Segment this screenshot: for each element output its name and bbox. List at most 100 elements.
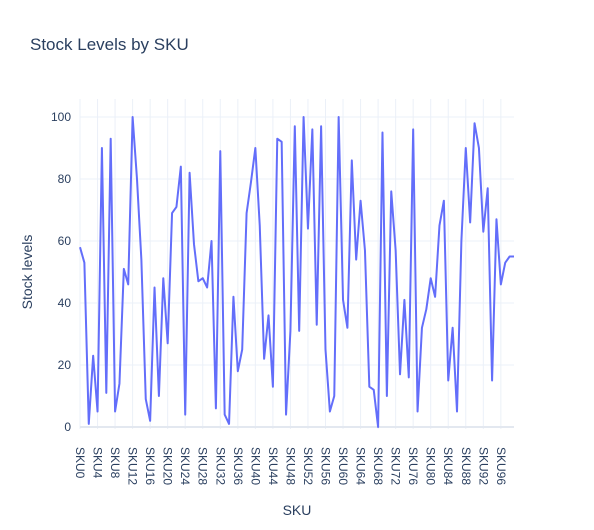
data-point — [354, 258, 358, 262]
data-point — [389, 189, 393, 193]
data-point — [91, 354, 95, 358]
data-point — [429, 276, 433, 280]
data-point — [139, 258, 143, 262]
data-point — [267, 313, 271, 317]
data-point — [188, 171, 192, 175]
data-point — [214, 406, 218, 410]
data-point — [170, 211, 174, 215]
data-point — [153, 286, 157, 290]
x-tick-label: SKU28 — [196, 447, 210, 485]
x-tick-label: SKU48 — [283, 447, 297, 485]
data-point — [459, 239, 463, 243]
y-tick-label: 100 — [51, 110, 71, 124]
data-point — [508, 255, 512, 259]
data-point — [306, 227, 310, 231]
data-point — [275, 137, 279, 141]
data-point — [262, 357, 266, 361]
data-point — [166, 341, 170, 345]
data-point — [512, 255, 516, 259]
data-point — [113, 410, 117, 414]
data-point — [398, 372, 402, 376]
data-point — [174, 205, 178, 209]
data-point — [481, 230, 485, 234]
data-point — [205, 286, 209, 290]
x-tick-label: SKU64 — [354, 447, 368, 485]
x-tick-label: SKU0 — [73, 447, 87, 479]
data-point — [249, 180, 253, 184]
x-tick-label: SKU40 — [248, 447, 262, 485]
data-point — [380, 131, 384, 135]
data-point — [117, 382, 121, 386]
data-point — [486, 186, 490, 190]
series-line — [79, 116, 514, 428]
data-point — [442, 199, 446, 203]
x-tick-label: SKU36 — [231, 447, 245, 485]
data-point — [407, 375, 411, 379]
data-point — [122, 267, 126, 271]
data-point — [328, 410, 332, 414]
x-tick-label: SKU92 — [476, 447, 490, 485]
data-point — [297, 329, 301, 333]
data-point — [424, 307, 428, 311]
data-point — [319, 124, 323, 128]
data-point — [223, 413, 227, 417]
x-tick-label: SKU72 — [389, 447, 403, 485]
data-point — [126, 282, 130, 286]
data-point — [288, 329, 292, 333]
data-point — [437, 224, 441, 228]
data-point — [385, 394, 389, 398]
data-point — [490, 379, 494, 383]
data-point — [157, 394, 161, 398]
data-point — [367, 385, 371, 389]
data-point — [376, 425, 380, 429]
data-point — [82, 261, 86, 265]
data-point — [468, 220, 472, 224]
data-point — [192, 242, 196, 246]
data-point — [446, 379, 450, 383]
y-tick-label: 60 — [58, 234, 72, 248]
y-tick-label: 80 — [58, 172, 72, 186]
data-point — [293, 124, 297, 128]
data-point — [359, 199, 363, 203]
data-point — [402, 298, 406, 302]
data-point — [477, 146, 481, 150]
data-point — [416, 410, 420, 414]
y-tick-label: 40 — [58, 296, 72, 310]
data-point — [210, 239, 214, 243]
x-tick-label: SKU32 — [213, 447, 227, 485]
data-point — [179, 165, 183, 169]
data-point — [148, 419, 152, 423]
data-point — [499, 282, 503, 286]
data-point — [302, 115, 306, 119]
data-point — [78, 245, 82, 249]
data-point — [473, 121, 477, 125]
y-tick-labels: 0 20 40 60 80 100 — [51, 110, 71, 434]
x-tick-label: SKU96 — [494, 447, 508, 485]
data-point — [227, 422, 231, 426]
y-tick-label: 20 — [58, 358, 72, 372]
data-point — [245, 211, 249, 215]
data-point — [144, 397, 148, 401]
data-point — [345, 326, 349, 330]
data-point — [100, 146, 104, 150]
x-tick-label: SKU80 — [424, 447, 438, 485]
data-point — [464, 146, 468, 150]
x-tick-label: SKU88 — [459, 447, 473, 485]
x-tick-label: SKU16 — [143, 447, 157, 485]
data-point — [323, 348, 327, 352]
data-point — [494, 217, 498, 221]
data-point — [104, 391, 108, 395]
x-tick-label: SKU12 — [126, 447, 140, 485]
data-point — [433, 295, 437, 299]
data-point — [315, 323, 319, 327]
x-tick-label: SKU56 — [318, 447, 332, 485]
data-point — [231, 295, 235, 299]
data-point — [310, 127, 314, 131]
data-point — [131, 115, 135, 119]
data-point — [280, 140, 284, 144]
data-point — [372, 388, 376, 392]
data-point — [236, 369, 240, 373]
data-point — [341, 298, 345, 302]
x-tick-label: SKU20 — [161, 447, 175, 485]
